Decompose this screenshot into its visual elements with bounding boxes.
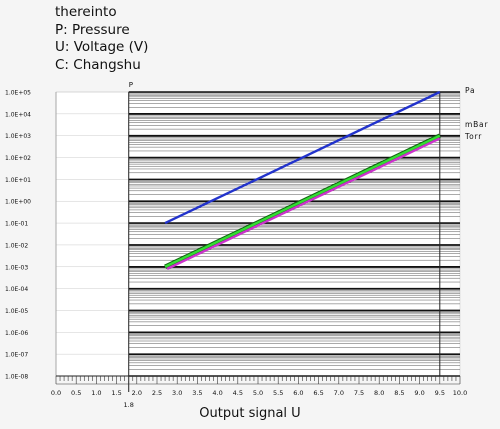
- y-tick-label: 1.0E-04: [5, 286, 28, 293]
- legend-line-pressure: P: Pressure: [55, 21, 130, 38]
- x-tick-label: 8.5: [394, 389, 404, 397]
- x-tick-label: 5.5: [273, 389, 283, 397]
- series-line-mbar: [164, 134, 441, 268]
- x-tick-label: 4.0: [212, 389, 222, 397]
- x-tick-label: 1.5: [111, 389, 121, 397]
- x-tick-label: 2.5: [152, 389, 162, 397]
- series-line-torr: [166, 137, 441, 270]
- y-axis-label: P: [129, 81, 133, 89]
- x-tick-label: 7.5: [354, 389, 364, 397]
- x-tick-label: 9.0: [414, 389, 424, 397]
- x-tick-label: 8.0: [374, 389, 384, 397]
- y-tick-label: 1.0E+02: [5, 155, 31, 162]
- x-tick-label: 10.0: [453, 389, 467, 397]
- legend-text: thereinto P: Pressure U: Voltage (V) C: …: [55, 4, 148, 74]
- y-tick-label: 1.0E-02: [5, 242, 28, 249]
- x-tick-label: 3.0: [172, 389, 182, 397]
- x-tick-label: 6.0: [293, 389, 303, 397]
- legend-line-voltage: U: Voltage (V): [55, 39, 149, 55]
- y-tick-label: 1.0E+03: [5, 133, 31, 140]
- x-tick-label: 3.5: [192, 389, 202, 397]
- y-tick-label: 1.0E-08: [5, 374, 28, 381]
- x-tick-label: 0.0: [51, 389, 61, 397]
- series-label-pa: Pa: [465, 86, 475, 95]
- y-tick-label: 1.0E-06: [5, 330, 28, 337]
- y-tick-label: 1.0E+01: [5, 177, 31, 184]
- x-tick-label: 6.5: [313, 389, 323, 397]
- x-tick-label: 0.5: [71, 389, 81, 397]
- x-tick-label: 9.5: [435, 389, 445, 397]
- x-tick-label: 7.0: [334, 389, 344, 397]
- x-tick-label: 2.0: [132, 389, 142, 397]
- series-line-pa: [164, 90, 441, 225]
- x-tick-label: 5.0: [253, 389, 263, 397]
- x-axis-label: Output signal U: [199, 406, 301, 421]
- x-tick-label-extra: 1.8: [124, 401, 134, 409]
- plot-background: [55, 91, 461, 377]
- y-tick-label: 1.0E+00: [5, 199, 31, 206]
- y-tick-label: 1.0E-05: [5, 308, 28, 315]
- series-label-mbar: mBar: [465, 120, 488, 129]
- y-tick-label: 1.0E-07: [5, 352, 28, 359]
- y-tick-label: 1.0E+04: [5, 111, 31, 118]
- x-tick-label: 4.5: [233, 389, 243, 397]
- y-tick-label: 1.0E+05: [5, 90, 31, 97]
- y-tick-label: 1.0E-03: [5, 264, 28, 271]
- x-tick-label: 1.0: [91, 389, 101, 397]
- legend-line-thereinto: thereinto: [55, 4, 117, 20]
- y-tick-label: 1.0E-01: [5, 221, 28, 228]
- legend-line-changshu: C: Changshu: [55, 56, 141, 73]
- series-label-torr: Torr: [464, 132, 482, 141]
